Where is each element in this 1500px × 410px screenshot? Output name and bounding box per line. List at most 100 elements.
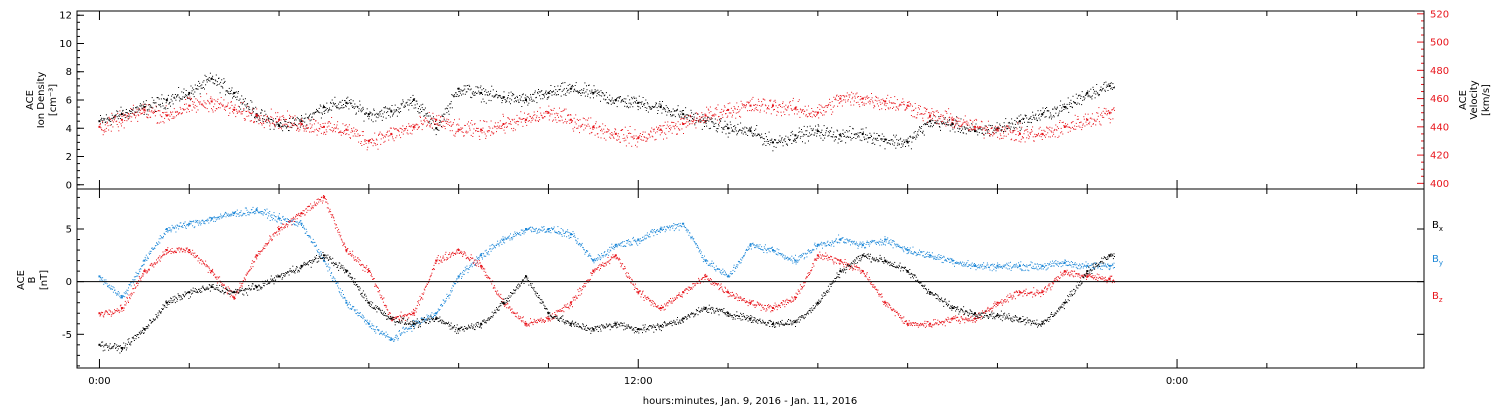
density-dot: [799, 137, 801, 139]
velocity-dot: [433, 117, 435, 119]
velocity-dot: [326, 131, 328, 133]
velocity-dot: [399, 134, 400, 136]
b-blue-dot: [607, 249, 609, 251]
b-blue-dot: [409, 328, 411, 330]
velocity-dot: [178, 113, 180, 115]
b-blue-dot: [201, 219, 203, 221]
density-dot: [382, 113, 384, 115]
density-dot: [931, 126, 933, 128]
b-blue-dot: [387, 333, 389, 335]
velocity-dot: [987, 133, 989, 134]
density-dot: [452, 94, 454, 96]
velocity-dot: [990, 128, 992, 129]
density-dot: [894, 136, 896, 138]
velocity-dot: [1111, 109, 1113, 111]
b-blue-dot: [312, 238, 314, 240]
velocity-dot: [1098, 107, 1100, 109]
b-blue-dot: [395, 334, 397, 336]
velocity-dot: [970, 128, 972, 130]
b-blue-dot: [349, 308, 351, 310]
b-blue-dot: [484, 255, 486, 257]
density-dot: [390, 109, 392, 111]
velocity-dot: [318, 130, 320, 132]
density-dot: [683, 117, 685, 119]
b-blue-dot: [374, 329, 376, 331]
b-blue-dot: [107, 286, 108, 288]
velocity-dot: [770, 99, 772, 101]
velocity-dot: [351, 128, 353, 130]
density-dot: [353, 106, 355, 108]
b-blue-dot: [642, 236, 643, 238]
b-blue-dot: [145, 254, 147, 256]
velocity-dot: [212, 109, 214, 111]
density-dot: [646, 102, 648, 104]
density-dot: [898, 139, 899, 141]
density-dot: [738, 130, 740, 132]
density-dot: [142, 105, 144, 107]
b-blue-dot: [297, 222, 299, 224]
b-blue-dot: [107, 285, 109, 287]
velocity-dot: [673, 122, 675, 123]
density-dot: [465, 91, 467, 93]
density-dot: [394, 104, 396, 106]
velocity-dot: [215, 100, 217, 102]
density-dot: [625, 103, 627, 104]
b-blue-dot: [492, 243, 494, 245]
density-dot: [353, 107, 355, 109]
density-dot: [428, 122, 430, 124]
density-dot: [614, 99, 616, 101]
density-dot: [446, 112, 448, 114]
density-dot: [988, 124, 990, 126]
velocity-dot: [1046, 126, 1048, 128]
density-dot: [580, 95, 582, 96]
density-dot: [846, 130, 848, 131]
velocity-dot: [424, 117, 426, 119]
b-blue-dot: [304, 228, 306, 230]
velocity-dot: [199, 101, 201, 103]
velocity-dot: [134, 112, 136, 114]
velocity-dot: [1079, 122, 1080, 124]
density-dot: [913, 137, 914, 139]
density-dot: [129, 110, 131, 112]
velocity-dot: [775, 105, 777, 107]
density-dot: [1007, 122, 1009, 124]
density-dot: [379, 113, 381, 115]
density-dot: [633, 96, 635, 98]
velocity-dot: [121, 115, 123, 117]
b-blue-dot: [293, 223, 295, 225]
velocity-dot: [223, 108, 225, 110]
density-dot: [651, 107, 653, 109]
density-dot: [761, 133, 763, 135]
b-blue-dot: [315, 245, 317, 247]
density-dot: [895, 147, 897, 149]
b-blue-dot: [264, 210, 266, 212]
density-dot: [851, 133, 853, 135]
velocity-dot: [1096, 118, 1098, 120]
density-dot: [395, 109, 397, 110]
density-dot: [187, 94, 189, 95]
density-dot: [609, 100, 611, 101]
b-blue-dot: [541, 226, 543, 228]
density-dot: [575, 82, 577, 84]
velocity-dot: [445, 121, 447, 122]
b-blue-dot: [527, 227, 529, 229]
velocity-dot: [263, 127, 265, 129]
velocity-dot: [157, 122, 159, 124]
b-blue-dot: [207, 219, 209, 221]
velocity-point: [974, 125, 976, 128]
density-dot: [209, 72, 211, 74]
velocity-dot: [1015, 134, 1017, 135]
density-point: [1063, 106, 1066, 109]
b-blue-dot: [318, 253, 320, 255]
density-dot: [1039, 119, 1041, 121]
velocity-dot: [421, 123, 423, 125]
density-dot: [1020, 114, 1022, 116]
velocity-dot: [211, 108, 212, 110]
velocity-dot: [1035, 134, 1037, 136]
density-dot: [822, 139, 824, 141]
density-dot: [1104, 89, 1106, 91]
velocity-dot: [621, 129, 623, 130]
density-dot: [818, 125, 820, 127]
density-dot: [322, 107, 324, 109]
density-dot: [484, 94, 486, 96]
